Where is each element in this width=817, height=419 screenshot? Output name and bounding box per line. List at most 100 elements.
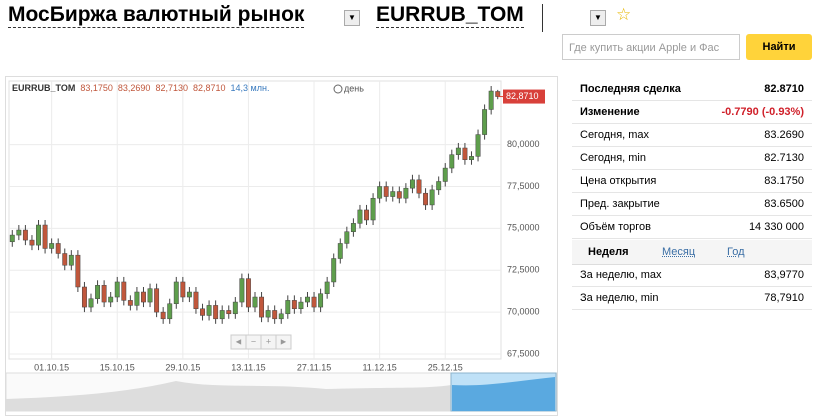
candle-body — [318, 293, 324, 308]
table-label: Сегодня, max — [572, 123, 703, 147]
candle-body — [364, 209, 369, 221]
ohlc-label: 83,2690 — [118, 83, 151, 93]
candle-body — [285, 300, 291, 315]
candle-body — [173, 281, 179, 304]
candle-body — [121, 281, 127, 301]
chart: 67,5000 70,0000 72,5000 75,0000 77,5000 80,00… — [5, 76, 558, 416]
candle-body — [147, 288, 153, 303]
candle-body — [49, 243, 55, 249]
table-row: Цена открытия 83.1750 — [572, 169, 812, 193]
candle-body — [75, 254, 81, 288]
candle-body — [108, 296, 114, 303]
table-row: Изменение -0.7790 (-0.93%) — [572, 100, 812, 124]
candle-body — [88, 298, 94, 308]
tab[interactable]: Год — [727, 246, 745, 258]
favorite-star[interactable]: ☆ — [616, 5, 632, 24]
candle-body — [377, 186, 383, 199]
zoom-icon: − — [251, 336, 256, 346]
y-tick-label: 75,0000 — [507, 223, 540, 233]
candle-body — [396, 191, 402, 199]
candle-body — [141, 291, 146, 303]
candle-body — [416, 179, 422, 194]
candle-body — [81, 286, 87, 308]
candle-body — [127, 300, 133, 306]
candle-body — [42, 224, 48, 249]
zoom-icon: + — [266, 336, 271, 346]
y-tick-label: 72,5000 — [507, 265, 540, 275]
table-row: Последняя сделка 82.8710 — [572, 78, 812, 101]
tab[interactable]: Месяц — [662, 246, 696, 258]
candle-body — [265, 310, 271, 318]
y-tick-label: 67,5000 — [507, 348, 540, 358]
search-button[interactable]: Найти — [746, 34, 812, 60]
table-value: 83,9770 — [724, 264, 812, 287]
table-row: Пред. закрытие 83.6500 — [572, 192, 812, 216]
candle-body — [95, 285, 101, 299]
candle-body — [291, 300, 297, 310]
candle-body — [429, 189, 435, 206]
zoom-controls: ◄ − + ► — [230, 334, 292, 350]
table-row: За неделю, max 83,9770 — [572, 264, 812, 287]
last-price-box — [503, 89, 545, 104]
candle-body — [206, 305, 212, 316]
candle-body — [337, 243, 343, 259]
period-label: день — [344, 83, 364, 93]
candle-body — [403, 187, 409, 199]
x-tick-label: 25.12.15 — [428, 362, 463, 372]
candle-body — [9, 234, 15, 243]
table-value: 83.1750 — [702, 169, 812, 193]
candle-body — [462, 147, 468, 160]
ticker-label: EURRUB_TOM — [12, 83, 75, 93]
candle-body — [154, 288, 160, 313]
candle-body — [350, 223, 356, 232]
table-row: Сегодня, min 82.7130 — [572, 146, 812, 170]
week-table: За неделю, max 83,9770 За неделю, min 78,79… — [572, 264, 812, 310]
volume-label: 14,3 млн. — [231, 83, 270, 93]
ohlc-label: 83,1750 — [80, 83, 113, 93]
table-label: За неделю, max — [572, 264, 725, 287]
chart-legend: EURRUB_TOM 83,1750 83,2690 82,7130 82,8710 14… — [12, 83, 269, 93]
candle-body — [298, 301, 304, 310]
candle-body — [232, 301, 238, 315]
candle-body — [226, 310, 232, 315]
table-value: 78,7910 — [724, 286, 812, 310]
candle-body — [101, 285, 107, 303]
ticker-title[interactable]: EURRUB_TOM — [376, 3, 524, 28]
table-row: Сегодня, max 83.2690 — [572, 123, 812, 147]
candle-body — [55, 243, 61, 254]
candle-body — [455, 147, 461, 155]
candle-body — [259, 296, 265, 318]
candle-body — [62, 253, 68, 266]
x-tick-label: 13.11.15 — [231, 362, 265, 372]
zoom-icon: ◄ — [234, 336, 243, 346]
candle-body — [193, 291, 199, 310]
candle-body — [219, 310, 225, 320]
zoom-button[interactable] — [275, 334, 292, 350]
candle-body — [482, 109, 488, 135]
candle-body — [357, 209, 363, 224]
last-price-label: 82,8710 — [506, 91, 539, 101]
market-title[interactable]: МосБиржа валютный рынок — [8, 3, 305, 28]
ohlc-label: 82,8710 — [193, 83, 226, 93]
search-input[interactable]: Где купить акции Apple и Фас — [562, 34, 740, 60]
candle-body — [495, 91, 501, 97]
candle-body — [370, 197, 376, 221]
tab[interactable]: Неделя — [588, 246, 629, 258]
x-tick-label: 11.12.15 — [362, 362, 396, 372]
table-value: 14 330 000 — [702, 215, 812, 239]
candle-body — [160, 311, 166, 320]
table-value: 83.6500 — [702, 192, 812, 216]
ticker-dropdown[interactable]: ▼ — [590, 10, 606, 26]
candle-body — [200, 308, 205, 316]
candle-body — [16, 229, 22, 236]
table-label: За неделю, min — [572, 286, 725, 310]
table-label: Объём торгов — [572, 215, 703, 239]
candle-body — [423, 192, 429, 206]
market-dropdown[interactable]: ▼ — [344, 10, 360, 26]
candle-body — [278, 313, 284, 320]
ohlc-label: 82,7130 — [155, 83, 188, 93]
candle-body — [239, 278, 245, 303]
table-row: Объём торгов 14 330 000 — [572, 215, 812, 239]
candle-body — [442, 167, 448, 182]
